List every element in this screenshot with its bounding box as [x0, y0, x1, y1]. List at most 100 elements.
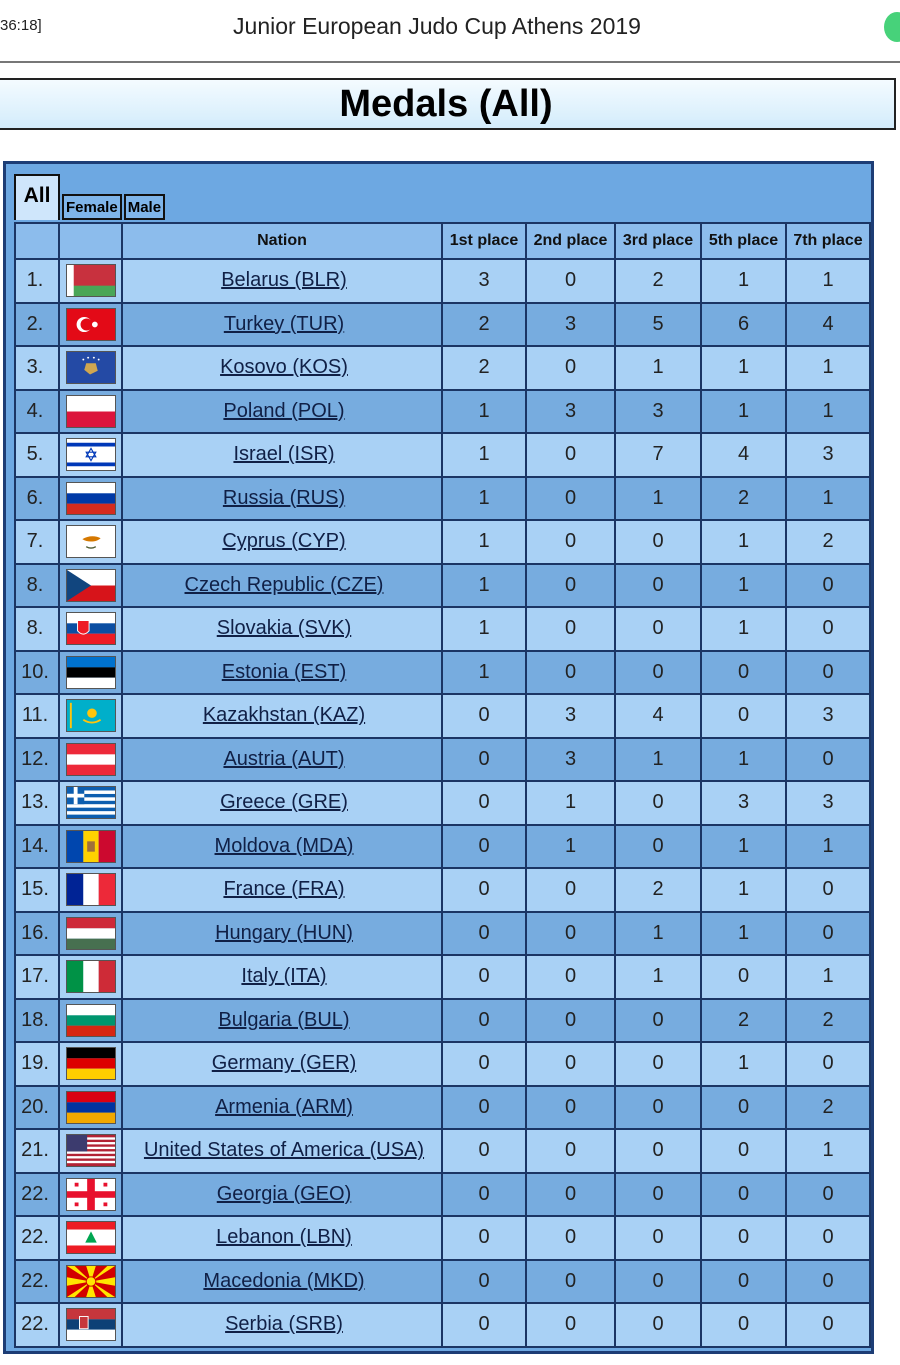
- seventh-place-count: 0: [785, 1258, 871, 1304]
- seventh-place-count: 1: [785, 954, 871, 1000]
- table-row: 22. Serbia (SRB) 0 0 0 0 0: [14, 1302, 871, 1348]
- fifth-place-count: 2: [700, 475, 787, 521]
- first-place-column-header[interactable]: 1st place: [441, 222, 527, 260]
- rank-cell: 22.: [14, 1171, 60, 1217]
- lebanon-flag-icon: [65, 1221, 116, 1255]
- third-place-count: 0: [614, 780, 702, 826]
- nation-link[interactable]: Austria (AUT): [223, 747, 345, 770]
- third-place-column-header[interactable]: 3rd place: [614, 222, 702, 260]
- nation-link[interactable]: Russia (RUS): [222, 486, 346, 509]
- nation-link[interactable]: Bulgaria (BUL): [218, 1008, 350, 1031]
- nation-link[interactable]: Cyprus (CYP): [222, 530, 346, 553]
- fifth-place-count: 1: [700, 345, 787, 391]
- flag-cell: [58, 345, 123, 391]
- table-row: 13. Greece (GRE) 0 1 0 3 3: [14, 780, 871, 826]
- table-row: 10. Estonia (EST) 1 0 0 0 0: [14, 649, 871, 695]
- nation-link[interactable]: Belarus (BLR): [221, 269, 347, 292]
- russia-flag-icon: [65, 481, 116, 515]
- nation-link[interactable]: Greece (GRE): [220, 791, 348, 814]
- third-place-count: 1: [614, 345, 702, 391]
- table-row: 19. Germany (GER) 0 0 0 1 0: [14, 1041, 871, 1087]
- tab-all[interactable]: All: [14, 174, 60, 220]
- nation-link[interactable]: Germany (GER): [211, 1052, 357, 1075]
- rank-cell: 20.: [14, 1084, 60, 1130]
- nation-link[interactable]: Moldova (MDA): [214, 834, 354, 857]
- nation-link[interactable]: Lebanon (LBN): [216, 1226, 352, 1249]
- table-row: 11. Kazakhstan (KAZ) 0 3 4 0 3: [14, 693, 871, 739]
- fifth-place-count: 1: [700, 606, 787, 652]
- first-place-count: 1: [441, 388, 527, 434]
- rank-cell: 4.: [14, 388, 60, 434]
- fifth-place-count: 0: [700, 1302, 787, 1348]
- first-place-count: 0: [441, 1302, 527, 1348]
- clock-text: 36:18]: [0, 17, 42, 34]
- nation-link[interactable]: Kazakhstan (KAZ): [202, 704, 366, 727]
- rank-cell: 18.: [14, 997, 60, 1043]
- fifth-place-count: 3: [700, 780, 787, 826]
- nation-link[interactable]: France (FRA): [223, 878, 345, 901]
- nation-link[interactable]: Hungary (HUN): [215, 921, 353, 944]
- tab-male[interactable]: Male: [123, 194, 166, 220]
- second-place-count: 0: [525, 1171, 616, 1217]
- seventh-place-count: 2: [785, 519, 871, 565]
- nation-cell: Cyprus (CYP): [121, 519, 443, 565]
- rank-cell: 2.: [14, 301, 60, 347]
- table-row: 20. Armenia (ARM) 0 0 0 0 2: [14, 1084, 871, 1130]
- nation-link[interactable]: Turkey (TUR): [223, 312, 345, 335]
- nation-link[interactable]: Czech Republic (CZE): [184, 573, 384, 596]
- nation-cell: United States of America (USA): [121, 1128, 443, 1174]
- seventh-place-count: 1: [785, 475, 871, 521]
- second-place-count: 3: [525, 736, 616, 782]
- nation-link[interactable]: Armenia (ARM): [215, 1095, 353, 1118]
- fifth-place-column-header[interactable]: 5th place: [700, 222, 787, 260]
- nation-cell: Macedonia (MKD): [121, 1258, 443, 1304]
- third-place-count: 0: [614, 1084, 702, 1130]
- flag-cell: [58, 780, 123, 826]
- fifth-place-count: 0: [700, 693, 787, 739]
- nation-link[interactable]: Georgia (GEO): [216, 1182, 352, 1205]
- fifth-place-count: 1: [700, 823, 787, 869]
- nation-link[interactable]: Serbia (SRB): [225, 1313, 343, 1336]
- table-row: 2. Turkey (TUR) 2 3 5 6 4: [14, 301, 871, 347]
- nation-link[interactable]: Slovakia (SVK): [216, 617, 352, 640]
- flag-cell: [58, 867, 123, 913]
- first-place-count: 2: [441, 301, 527, 347]
- kosovo-flag-icon: [65, 351, 116, 385]
- nation-cell: Belarus (BLR): [121, 258, 443, 304]
- nation-cell: Kosovo (KOS): [121, 345, 443, 391]
- fifth-place-count: 0: [700, 1258, 787, 1304]
- nation-cell: Greece (GRE): [121, 780, 443, 826]
- rank-cell: 6.: [14, 475, 60, 521]
- tab-female[interactable]: Female: [62, 194, 122, 220]
- first-place-count: 1: [441, 649, 527, 695]
- first-place-count: 0: [441, 736, 527, 782]
- first-place-count: 0: [441, 823, 527, 869]
- nation-cell: Bulgaria (BUL): [121, 997, 443, 1043]
- nation-cell: Armenia (ARM): [121, 1084, 443, 1130]
- nation-cell: Estonia (EST): [121, 649, 443, 695]
- second-place-column-header[interactable]: 2nd place: [525, 222, 616, 260]
- seventh-place-column-header[interactable]: 7th place: [785, 222, 871, 260]
- flag-cell: [58, 997, 123, 1043]
- czech-flag-icon: [65, 568, 116, 602]
- nation-link[interactable]: Italy (ITA): [241, 965, 327, 988]
- nation-link[interactable]: Estonia (EST): [221, 660, 347, 683]
- first-place-count: 1: [441, 475, 527, 521]
- seventh-place-count: 2: [785, 1084, 871, 1130]
- flag-cell: [58, 1258, 123, 1304]
- nation-link[interactable]: Poland (POL): [223, 399, 345, 422]
- france-flag-icon: [65, 873, 116, 907]
- third-place-count: 0: [614, 1258, 702, 1304]
- table-row: 21. United States of America (USA) 0 0 0 0 1: [14, 1128, 871, 1174]
- first-place-count: 0: [441, 1258, 527, 1304]
- germany-flag-icon: [65, 1047, 116, 1081]
- fifth-place-count: 2: [700, 997, 787, 1043]
- nation-cell: Georgia (GEO): [121, 1171, 443, 1217]
- nation-link[interactable]: United States of America (USA): [143, 1139, 425, 1162]
- nation-column-header[interactable]: Nation: [121, 222, 443, 260]
- nation-link[interactable]: Macedonia (MKD): [203, 1269, 365, 1292]
- first-place-count: 0: [441, 1215, 527, 1261]
- nation-link[interactable]: Kosovo (KOS): [220, 356, 348, 379]
- nation-link[interactable]: Israel (ISR): [233, 443, 335, 466]
- status-indicator-icon: [884, 12, 900, 42]
